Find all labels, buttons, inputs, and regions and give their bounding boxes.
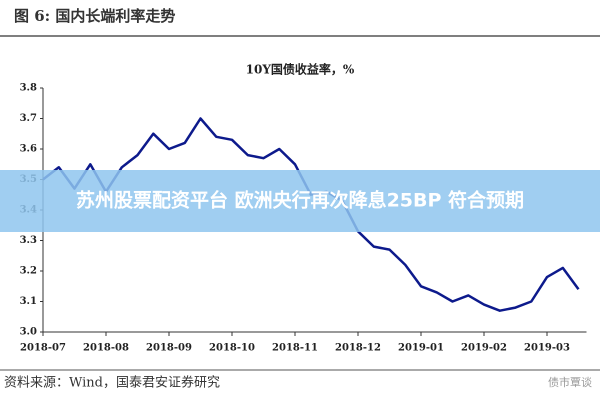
y-tick-label: 3.7 [20,113,37,124]
x-tick-label: 2018-09 [146,343,192,354]
figure-header: 图 6: 国内长端利率走势 [14,7,175,25]
x-tick-label: 2018-07 [20,343,66,354]
chart-title: 10Y国债收益率，% [246,62,355,77]
x-tick-label: 2018-12 [335,343,381,354]
x-tick-label: 2018-08 [83,343,129,354]
x-tick-label: 2018-11 [272,343,318,354]
y-tick-label: 3.8 [20,83,37,94]
x-tick-label: 2019-01 [398,343,444,354]
banner-background [0,170,600,232]
x-tick-label: 2019-02 [461,343,507,354]
y-tick-label: 3.0 [20,327,37,338]
y-tick-label: 3.1 [20,296,37,307]
x-tick-label: 2018-10 [209,343,255,354]
y-tick-label: 3.3 [20,235,37,246]
y-tick-label: 3.2 [20,266,37,277]
banner-text: 苏州股票配资平台 欧洲央行再次降息25BP 符合预期 [76,189,524,212]
x-tick-label: 2019-03 [524,343,570,354]
y-tick-label: 3.6 [20,144,37,155]
source-note: 资料来源：Wind，国泰君安证券研究 [4,375,220,391]
watermark: 债市覃谈 [548,375,592,389]
